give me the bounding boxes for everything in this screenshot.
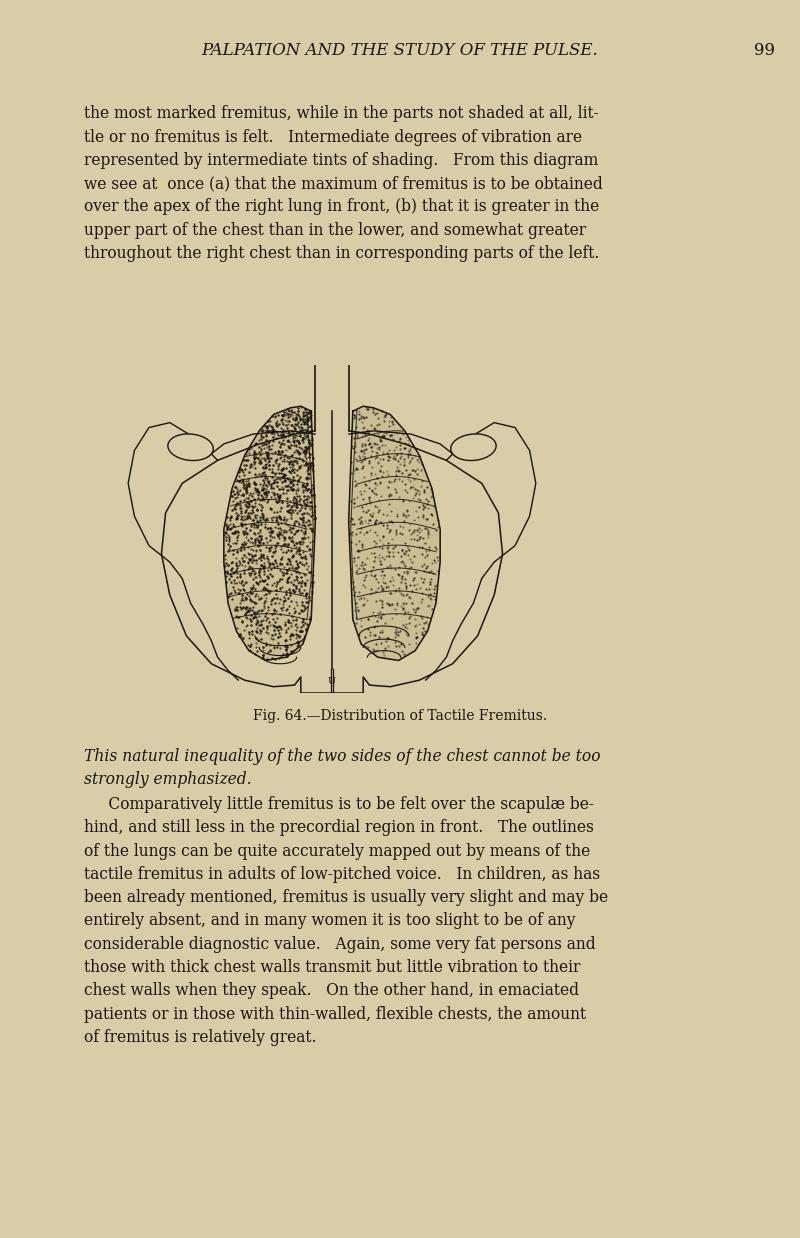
Text: considerable diagnostic value.   Again, some very fat persons and: considerable diagnostic value. Again, so… — [84, 936, 596, 953]
Text: PALPATION AND THE STUDY OF THE PULSE.: PALPATION AND THE STUDY OF THE PULSE. — [202, 42, 598, 59]
Text: strongly emphasized.: strongly emphasized. — [84, 771, 251, 789]
Text: those with thick chest walls transmit but little vibration to their: those with thick chest walls transmit bu… — [84, 959, 580, 976]
Text: patients or in those with thin-walled, flexible chests, the amount: patients or in those with thin-walled, f… — [84, 1005, 586, 1023]
Text: tle or no fremitus is felt.   Intermediate degrees of vibration are: tle or no fremitus is felt. Intermediate… — [84, 129, 582, 146]
Text: represented by intermediate tints of shading.   From this diagram: represented by intermediate tints of sha… — [84, 152, 598, 168]
Text: This natural inequality of the two sides of the chest cannot be too: This natural inequality of the two sides… — [84, 748, 601, 765]
Text: Comparatively little fremitus is to be felt over the scapulæ be-: Comparatively little fremitus is to be f… — [84, 796, 594, 813]
Text: over the apex of the right lung in front, (b) that it is greater in the: over the apex of the right lung in front… — [84, 198, 599, 215]
Text: of fremitus is relatively great.: of fremitus is relatively great. — [84, 1029, 317, 1046]
Text: Fig. 64.—Distribution of Tactile Fremitus.: Fig. 64.—Distribution of Tactile Fremitu… — [253, 709, 547, 723]
Ellipse shape — [168, 435, 214, 461]
Text: the most marked fremitus, while in the parts not shaded at all, lit-: the most marked fremitus, while in the p… — [84, 105, 598, 123]
Text: hind, and still less in the precordial region in front.   The outlines: hind, and still less in the precordial r… — [84, 820, 594, 837]
Text: 99: 99 — [754, 42, 774, 59]
Text: throughout the right chest than in corresponding parts of the left.: throughout the right chest than in corre… — [84, 245, 599, 262]
Text: chest walls when they speak.   On the other hand, in emaciated: chest walls when they speak. On the othe… — [84, 982, 579, 999]
Text: we see at  once (a) that the maximum of fremitus is to be obtained: we see at once (a) that the maximum of f… — [84, 175, 602, 192]
Polygon shape — [224, 406, 315, 660]
Text: upper part of the chest than in the lower, and somewhat greater: upper part of the chest than in the lowe… — [84, 222, 586, 239]
Text: of the lungs can be quite accurately mapped out by means of the: of the lungs can be quite accurately map… — [84, 843, 590, 859]
Ellipse shape — [450, 435, 496, 461]
Text: been already mentioned, fremitus is usually very slight and may be: been already mentioned, fremitus is usua… — [84, 889, 608, 906]
Polygon shape — [349, 406, 440, 660]
Text: U: U — [328, 677, 336, 686]
Text: entirely absent, and in many women it is too slight to be of any: entirely absent, and in many women it is… — [84, 912, 575, 930]
Text: tactile fremitus in adults of low-pitched voice.   In children, as has: tactile fremitus in adults of low-pitche… — [84, 865, 600, 883]
